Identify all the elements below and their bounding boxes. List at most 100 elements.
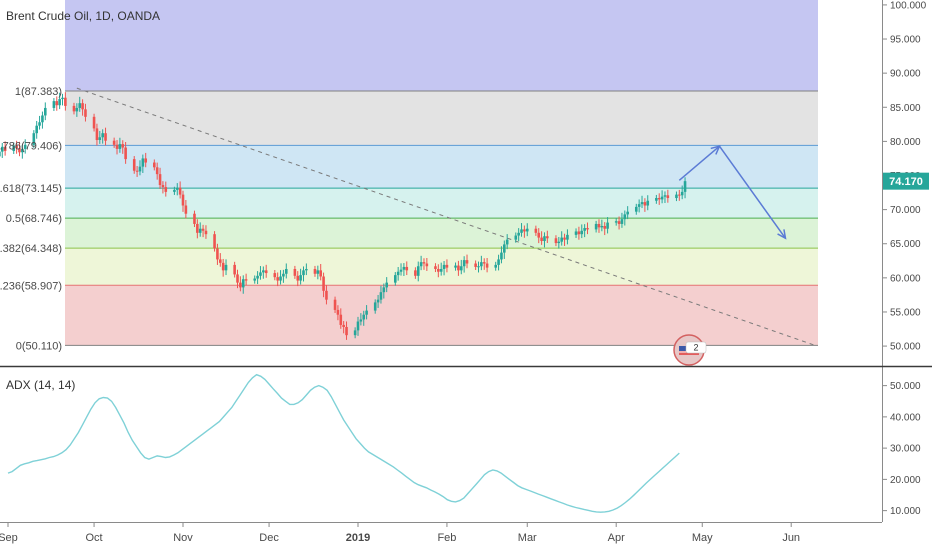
candle-body xyxy=(356,321,360,331)
candle-body xyxy=(299,275,302,281)
trendline-layer[interactable] xyxy=(76,87,818,347)
candle-body xyxy=(61,97,64,100)
adx-tick-label: 10.000 xyxy=(890,506,921,517)
candle-body xyxy=(566,234,569,240)
candle-body xyxy=(43,107,47,116)
candle-body xyxy=(3,146,7,151)
band-above-1 xyxy=(65,0,818,92)
candle-body xyxy=(497,259,500,265)
candle-body xyxy=(580,230,584,235)
adx-pane xyxy=(7,373,680,513)
candle-body xyxy=(482,262,486,264)
candle-body xyxy=(606,222,609,229)
candle-body xyxy=(376,299,380,303)
candle-body xyxy=(373,302,377,311)
candle-body xyxy=(15,145,18,149)
candle-body xyxy=(296,275,300,281)
candle-body xyxy=(614,221,618,223)
candle-body xyxy=(597,223,601,228)
band-618-5 xyxy=(65,188,818,219)
candle-body xyxy=(494,264,498,268)
candle-body xyxy=(201,228,205,231)
candle-body xyxy=(583,228,586,231)
candle-body xyxy=(543,236,546,242)
fib-label: 0.786(79.406) xyxy=(0,140,62,152)
forecast-arrow-2[interactable] xyxy=(718,145,787,239)
candle-body xyxy=(626,211,629,215)
y-tick-label: 65.000 xyxy=(890,239,921,250)
candle-body xyxy=(259,272,262,276)
candle-body xyxy=(224,264,228,271)
candle-body xyxy=(537,232,541,238)
candle-body xyxy=(666,195,670,199)
candle-body xyxy=(213,234,216,249)
x-tick-label: Jun xyxy=(782,532,800,544)
candle-body xyxy=(546,236,549,239)
forecast-arrows[interactable] xyxy=(678,145,787,240)
y-tick-label: 90.000 xyxy=(890,69,921,80)
candle-body xyxy=(196,223,199,233)
adx-line xyxy=(7,373,680,513)
candle-body xyxy=(459,266,463,271)
trendline[interactable] xyxy=(76,87,818,347)
candle-body xyxy=(594,223,598,230)
candle-body xyxy=(135,170,139,172)
candle-body xyxy=(282,273,285,277)
adx-tick-label: 50.000 xyxy=(890,381,921,392)
candle-body xyxy=(534,228,538,233)
candle-body xyxy=(161,185,165,188)
candle-body xyxy=(503,244,506,253)
candle-body xyxy=(0,151,1,157)
candle-body xyxy=(333,299,337,310)
candle-body xyxy=(396,271,400,276)
fib-label: 0.5(68.746) xyxy=(6,213,62,225)
x-tick-label: May xyxy=(692,532,713,544)
candle-body xyxy=(365,310,368,315)
candle-body xyxy=(517,232,520,236)
band-1-786 xyxy=(65,91,818,146)
last-price-badge: 74.170 xyxy=(883,172,929,190)
forecast-arrow-1[interactable] xyxy=(678,145,720,181)
candle-body xyxy=(178,187,182,195)
candle-body xyxy=(540,237,543,242)
candle-body xyxy=(121,144,125,148)
fib-label: 0.382(64.348) xyxy=(0,243,62,255)
candle-body xyxy=(141,158,145,167)
candle-body xyxy=(253,278,257,281)
candle-body xyxy=(422,262,426,264)
candle-body xyxy=(657,198,661,200)
candle-body xyxy=(221,262,225,271)
candle-body xyxy=(112,140,116,145)
bottom-axis-bg xyxy=(0,522,882,550)
candle-body xyxy=(474,263,477,267)
y-tick-label: 85.000 xyxy=(890,103,921,114)
candle-body xyxy=(181,194,185,206)
candle-body xyxy=(382,287,386,293)
candle-body xyxy=(680,191,684,196)
band-786-618 xyxy=(65,145,818,189)
fib-label: 0(50.110) xyxy=(16,340,62,352)
x-tick-label: Oct xyxy=(86,532,103,544)
candle-body xyxy=(256,275,259,279)
adx-axis[interactable]: 50.000 40.000 30.000 20.000 10.000 xyxy=(883,381,921,517)
candle-body xyxy=(284,268,288,274)
candle-body xyxy=(0,146,4,152)
candle-body xyxy=(600,225,604,228)
y-tick-label: 70.000 xyxy=(890,205,921,216)
fib-level-labels: 1(87.383) 0.786(79.406) 0.618(73.145) 0.5(6… xyxy=(0,86,62,352)
fib-label: 0.236(58.907) xyxy=(0,280,62,292)
x-tick-label: Mar xyxy=(518,532,537,544)
time-axis[interactable]: Sep Oct Nov Dec 2019 Feb Mar Apr May Jun xyxy=(0,523,800,544)
candle-body xyxy=(416,266,420,276)
candle-body xyxy=(23,144,27,149)
candle-body xyxy=(276,277,279,281)
candle-body xyxy=(634,206,638,212)
candle-body xyxy=(393,275,397,283)
candle-body xyxy=(198,228,202,233)
candle-body xyxy=(118,144,122,149)
candle-body xyxy=(18,148,21,153)
candle-body xyxy=(184,205,188,214)
event-badge-icon[interactable]: 2 xyxy=(673,334,707,366)
